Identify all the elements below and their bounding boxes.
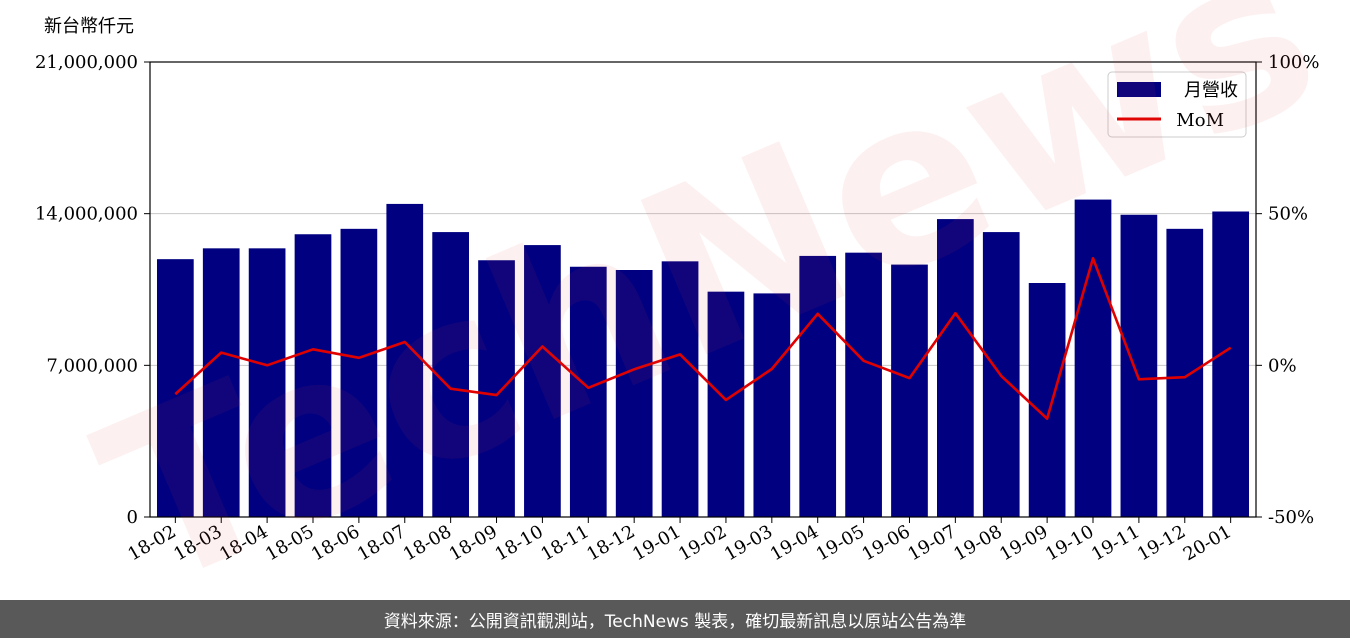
legend-swatch-bar	[1117, 82, 1161, 97]
y-tick-label-right: -50%	[1268, 507, 1314, 528]
revenue-bar	[294, 234, 332, 517]
revenue-bar	[569, 266, 607, 517]
x-tick-label: 19-05	[813, 521, 868, 565]
revenue-bar	[202, 248, 240, 518]
x-tick-label: 18-04	[216, 521, 271, 565]
x-tick-label: 18-06	[308, 521, 363, 565]
y-axis-unit-label: 新台幣仟元	[44, 16, 134, 37]
revenue-bar	[386, 203, 424, 517]
x-tick-label: 19-04	[767, 521, 822, 565]
x-tick-label: 19-01	[629, 521, 684, 565]
revenue-bar	[524, 245, 561, 518]
x-tick-label: 19-10	[1042, 521, 1097, 565]
x-tick-label: 18-07	[354, 521, 409, 565]
x-tick-label: 19-12	[1134, 521, 1189, 565]
y-tick-label-left: 0	[127, 507, 138, 528]
revenue-bar	[891, 264, 928, 517]
revenue-bar	[340, 228, 378, 518]
x-tick-label: 19-09	[996, 521, 1051, 565]
source-footer: 資料來源：公開資訊觀測站，TechNews 製表，確切最新訊息以原站公告為準	[0, 600, 1350, 638]
revenue-bar	[753, 293, 791, 517]
y-tick-label-left: 21,000,000	[35, 52, 138, 73]
y-tick-label-right: 0%	[1268, 355, 1297, 376]
x-tick-label: 18-08	[400, 521, 455, 565]
revenue-bar	[937, 219, 974, 518]
revenue-bar	[156, 259, 194, 517]
revenue-bar	[1028, 283, 1066, 517]
x-tick-label: 19-02	[675, 521, 730, 565]
y-tick-label-right: 100%	[1268, 52, 1319, 73]
x-tick-label: 18-09	[446, 521, 501, 565]
revenue-bar	[799, 255, 837, 517]
revenue-bar	[1120, 214, 1158, 517]
x-tick-label: 18-10	[491, 521, 546, 565]
revenue-bar	[615, 270, 653, 517]
x-tick-label: 18-11	[537, 521, 592, 565]
legend-label-revenue: 月營收	[1184, 80, 1238, 101]
y-tick-label-right: 50%	[1268, 204, 1308, 225]
plot-frame	[149, 61, 1257, 518]
source-text: 資料來源：公開資訊觀測站，TechNews 製表，確切最新訊息以原站公告為準	[383, 611, 967, 632]
legend: 月營收 MoM	[1107, 71, 1247, 138]
x-tick-label: 19-08	[950, 521, 1005, 565]
revenue-bar	[1074, 199, 1112, 518]
revenue-bar	[1166, 228, 1204, 518]
y-tick-label-left: 14,000,000	[35, 204, 138, 225]
x-tick-label: 19-07	[904, 521, 959, 565]
revenue-bar	[661, 261, 699, 517]
revenue-bar	[707, 291, 745, 517]
revenue-chart: 0 7,000,000 14,000,000 21,000,000 -50% 0% 50% 1…	[35, 16, 1320, 565]
revenue-bar	[478, 260, 515, 517]
x-tick-label: 19-11	[1088, 521, 1143, 565]
x-tick-label: 19-03	[721, 521, 776, 565]
legend-label-mom: MoM	[1176, 110, 1224, 131]
x-tick-label: 20-01	[1180, 521, 1235, 565]
y-tick-label-left: 7,000,000	[46, 355, 138, 376]
mom-line	[174, 256, 1232, 421]
revenue-bar	[845, 252, 882, 517]
x-tick-label: 19-06	[859, 521, 914, 565]
x-tick-label: 18-12	[583, 521, 638, 565]
x-tick-label: 18-03	[170, 521, 225, 565]
revenue-bar	[1212, 211, 1250, 517]
revenue-bar	[248, 248, 286, 518]
x-tick-label: 18-05	[262, 521, 317, 565]
